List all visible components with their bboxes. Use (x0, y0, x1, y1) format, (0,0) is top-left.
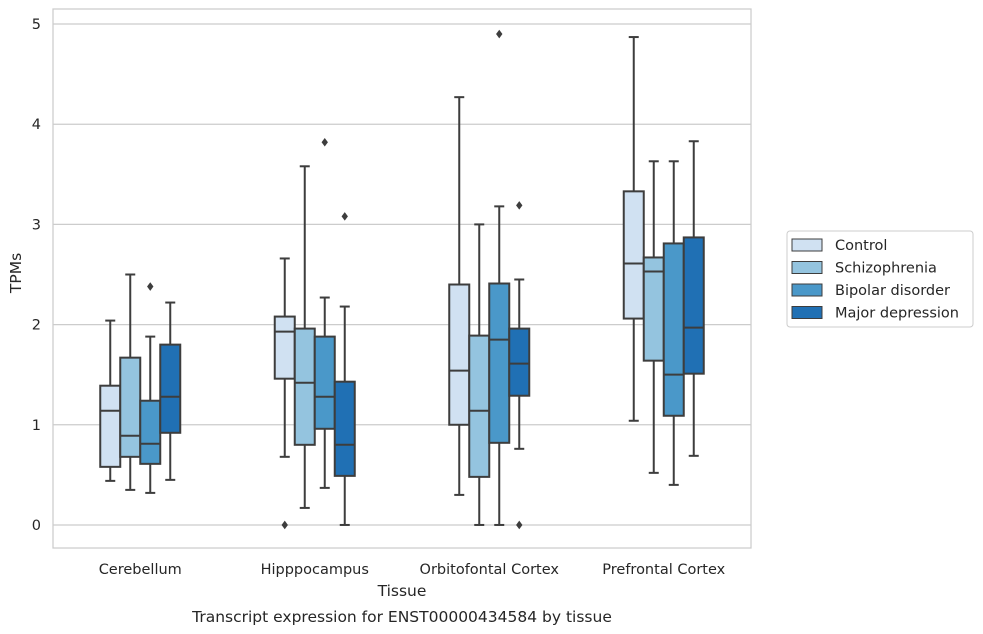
box (273, 257, 296, 530)
box (448, 96, 471, 496)
y-tick-label: 3 (32, 217, 41, 233)
y-tick-label: 4 (32, 117, 41, 133)
box (662, 160, 685, 486)
outlier-point (321, 137, 328, 147)
box-iqr (622, 190, 645, 320)
box-iqr (273, 315, 296, 380)
x-tick-label: Orbitofontal Cortex (420, 562, 560, 578)
box-iqr (642, 256, 665, 362)
y-tick-label: 0 (32, 518, 41, 534)
box-iqr (488, 282, 511, 444)
legend-frame (786, 230, 974, 328)
y-tick-label: 1 (32, 418, 41, 434)
legend-label: Schizophrenia (835, 261, 937, 277)
box-iqr (508, 327, 531, 397)
outlier-point (341, 212, 348, 221)
box (293, 165, 316, 509)
box (642, 160, 665, 474)
outlier-point (281, 520, 288, 530)
plot-frame (52, 8, 752, 549)
box (488, 29, 511, 526)
box-iqr (662, 242, 685, 417)
legend-swatch (791, 238, 823, 252)
box-iqr (448, 283, 471, 426)
box (508, 201, 531, 530)
legend-label: Major depression (835, 306, 959, 322)
box-iqr (313, 335, 336, 430)
legend: Control Schizophrenia Bipolar disorder Majo… (786, 230, 974, 328)
box-iqr (159, 343, 182, 434)
box-iqr (119, 356, 142, 458)
outlier-point (516, 520, 523, 530)
x-axis-label: Tissue (377, 582, 427, 600)
box (682, 140, 705, 457)
legend-swatch (791, 283, 823, 297)
y-tick-label: 5 (32, 17, 41, 33)
legend-swatch (791, 261, 823, 274)
y-tick-labels: 0 1 2 3 4 5 (32, 17, 41, 534)
x-tick-label: Prefrontal Cortex (602, 562, 725, 578)
series-schizophrenia (119, 160, 665, 526)
y-axis-label: TPMs (7, 253, 25, 294)
box (333, 212, 356, 526)
outlier-point (496, 29, 503, 39)
chart-caption: Transcript expression for ENST0000043458… (191, 608, 612, 626)
box (313, 137, 336, 489)
box-iqr (682, 236, 705, 375)
box-iqr (99, 384, 122, 468)
box (622, 36, 645, 422)
box-iqr (468, 334, 491, 478)
outlier-point (147, 282, 154, 291)
box-iqr (293, 327, 316, 446)
y-tick-label: 2 (32, 318, 41, 334)
legend-label: Bipolar disorder (835, 283, 950, 299)
box-series (99, 29, 705, 530)
x-tick-label: Cerebellum (99, 562, 182, 578)
legend-label: Control (835, 238, 887, 254)
x-tick-labels: Cerebellum Hipppocampus Orbitofontal Corte… (99, 562, 726, 578)
box (468, 223, 491, 526)
series-control (99, 36, 645, 530)
box (139, 282, 162, 494)
x-tick-label: Hipppocampus (261, 562, 369, 578)
series-bipolar-disorder (139, 29, 685, 526)
box (159, 301, 182, 481)
series-major-depression (159, 140, 705, 530)
box (99, 319, 122, 482)
box-iqr (139, 399, 162, 465)
box-iqr (333, 380, 356, 477)
outlier-point (516, 201, 523, 210)
legend-swatch (791, 306, 823, 319)
box (119, 273, 142, 491)
